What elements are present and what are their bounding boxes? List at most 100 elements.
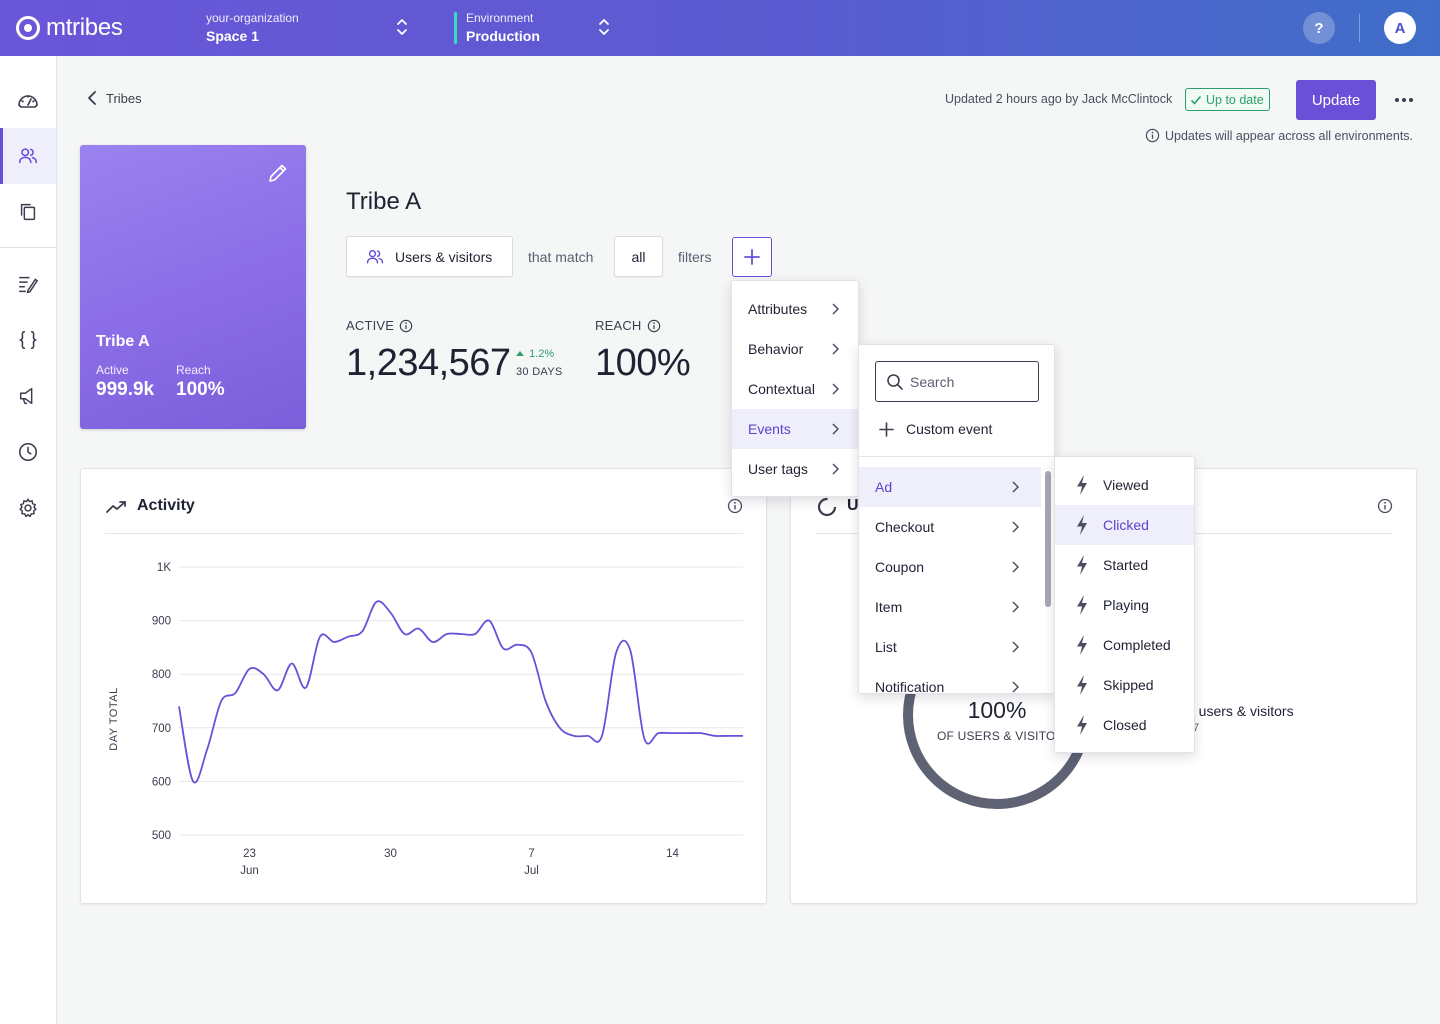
event-category-notification[interactable]: Notification	[859, 667, 1041, 693]
sidebar-nav	[0, 56, 57, 1024]
environment-switcher[interactable]: Environment Production	[466, 10, 616, 46]
sidebar-item-tribes[interactable]	[0, 128, 56, 184]
app-logo[interactable]: mtribes	[16, 12, 123, 44]
activity-series-line	[178, 600, 743, 784]
chevron-right-icon	[832, 343, 839, 355]
event-search-input[interactable]	[910, 373, 1030, 390]
header-divider	[1359, 14, 1360, 42]
info-icon[interactable]	[399, 319, 413, 333]
y-tick-label: 800	[152, 669, 171, 681]
ad-event-closed[interactable]: Closed	[1055, 705, 1194, 745]
legend-subtext: 7	[1193, 722, 1200, 734]
event-category-ad[interactable]: Ad	[859, 467, 1041, 507]
event-category-coupon[interactable]: Coupon	[859, 547, 1041, 587]
audience-selector[interactable]: Users & visitors	[346, 236, 513, 277]
plus-icon	[879, 421, 894, 437]
ad-event-clicked[interactable]: Clicked	[1055, 505, 1194, 545]
menu-scrollbar[interactable]	[1045, 471, 1051, 607]
filters-text: filters	[678, 249, 712, 265]
menu-item-label: Started	[1103, 557, 1149, 573]
chevron-right-icon	[1012, 521, 1019, 533]
y-tick-label: 600	[152, 776, 171, 788]
lightning-icon	[1077, 635, 1087, 655]
tribe-card-reach-label: Reach	[176, 363, 211, 377]
environment-note: Updates will appear across all environme…	[1145, 128, 1413, 143]
event-category-list[interactable]: List	[859, 627, 1041, 667]
sidebar-item-code[interactable]	[0, 312, 56, 368]
y-axis-label: DAY TOTAL	[108, 687, 120, 750]
sidebar-divider	[0, 247, 56, 248]
add-filter-button[interactable]	[732, 237, 772, 277]
active-value: 1,234,567	[346, 342, 511, 384]
menu-item-attributes[interactable]: Attributes	[732, 289, 858, 329]
top-bar: mtribes your-organization Space 1 Enviro…	[0, 0, 1440, 56]
lightning-icon	[1077, 715, 1087, 735]
sidebar-item-collections[interactable]	[0, 184, 56, 240]
panel-divider	[105, 533, 743, 534]
chevron-right-icon	[832, 383, 839, 395]
menu-item-label: User tags	[748, 461, 808, 477]
ad-event-started[interactable]: Started	[1055, 545, 1194, 585]
reach-label-text: REACH	[595, 318, 642, 333]
users-icon	[18, 148, 38, 164]
chevron-right-icon	[1012, 681, 1019, 693]
check-icon	[1190, 95, 1202, 105]
menu-item-label: List	[875, 639, 897, 655]
chevron-right-icon	[832, 303, 839, 315]
user-avatar[interactable]: A	[1384, 12, 1416, 44]
trend-indicator: 1.2%	[516, 348, 554, 360]
breadcrumb[interactable]: Tribes	[86, 90, 142, 106]
page-title: Tribe A	[346, 188, 422, 215]
info-icon	[1145, 128, 1160, 143]
menu-item-label: Closed	[1103, 717, 1147, 733]
info-icon[interactable]	[647, 319, 661, 333]
sidebar-item-history[interactable]	[0, 424, 56, 480]
info-icon[interactable]	[1377, 498, 1393, 514]
edit-tribe-button[interactable]	[266, 161, 290, 190]
menu-item-label: Events	[748, 421, 791, 437]
event-category-item[interactable]: Item	[859, 587, 1041, 627]
update-button[interactable]: Update	[1296, 80, 1376, 120]
info-icon[interactable]	[727, 498, 743, 514]
space-switcher[interactable]: your-organization Space 1	[206, 10, 416, 46]
help-button[interactable]: ?	[1303, 12, 1335, 44]
clock-icon	[18, 442, 38, 462]
triangle-up-icon	[516, 351, 524, 356]
chevron-right-icon	[1012, 601, 1019, 613]
sidebar-item-settings[interactable]	[0, 480, 56, 536]
ad-event-viewed[interactable]: Viewed	[1055, 465, 1194, 505]
more-options-button[interactable]	[1392, 88, 1416, 112]
copy-icon	[20, 203, 36, 221]
dot	[1402, 98, 1406, 102]
environment-label: Environment	[466, 11, 534, 25]
menu-item-label: Ad	[875, 479, 893, 495]
event-category-checkout[interactable]: Checkout	[859, 507, 1041, 547]
chevron-right-icon	[832, 423, 839, 435]
match-mode-value: all	[631, 248, 646, 265]
braces-icon	[18, 330, 38, 350]
match-mode-selector[interactable]: all	[614, 236, 663, 277]
menu-item-contextual[interactable]: Contextual	[732, 369, 858, 409]
ad-event-playing[interactable]: Playing	[1055, 585, 1194, 625]
environment-color-bar	[454, 12, 457, 44]
sidebar-item-dashboard[interactable]	[0, 72, 56, 128]
sidebar-item-experiences[interactable]	[0, 256, 56, 312]
menu-item-user-tags[interactable]: User tags	[732, 449, 858, 489]
tribe-card: Tribe A Active 999.9k Reach 100%	[80, 145, 306, 429]
y-tick-label: 700	[152, 723, 171, 735]
menu-item-behavior[interactable]: Behavior	[732, 329, 858, 369]
custom-event-button[interactable]: Custom event	[859, 409, 1054, 449]
event-search-box[interactable]	[875, 361, 1039, 402]
ad-event-completed[interactable]: Completed	[1055, 625, 1194, 665]
ad-event-skipped[interactable]: Skipped	[1055, 665, 1194, 705]
chevron-right-icon	[1012, 481, 1019, 493]
menu-item-label: Contextual	[748, 381, 815, 397]
trend-period: 30 DAYS	[516, 366, 563, 378]
breadcrumb-back-link[interactable]: Tribes	[106, 90, 142, 106]
sidebar-item-campaigns[interactable]	[0, 368, 56, 424]
environment-value: Production	[466, 28, 540, 44]
chevron-right-icon	[832, 463, 839, 475]
menu-item-events[interactable]: Events	[732, 409, 858, 449]
updated-text: Updated 2 hours ago by Jack McClintock	[945, 92, 1173, 106]
x-tick-label: 23	[243, 848, 256, 860]
